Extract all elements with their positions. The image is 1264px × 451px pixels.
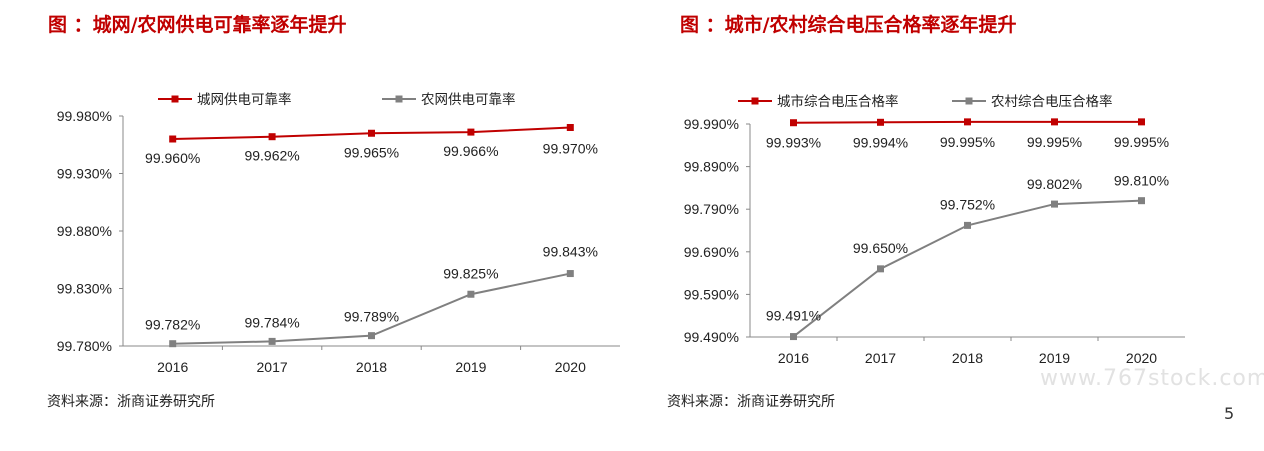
data-label: 99.994% bbox=[853, 134, 908, 150]
legend-label: 城市综合电压合格率 bbox=[777, 93, 899, 109]
data-label: 99.789% bbox=[344, 309, 399, 325]
y-tick-label: 99.690% bbox=[684, 244, 739, 260]
data-label: 99.784% bbox=[244, 314, 299, 330]
x-tick-label: 2019 bbox=[1039, 350, 1070, 366]
data-label: 99.843% bbox=[543, 244, 598, 260]
data-point bbox=[1051, 200, 1058, 208]
data-label: 99.960% bbox=[145, 150, 200, 166]
legend-marker bbox=[965, 97, 973, 105]
data-label: 99.995% bbox=[940, 134, 995, 150]
data-label: 99.782% bbox=[145, 317, 200, 333]
data-label: 99.650% bbox=[853, 240, 908, 256]
legend-marker bbox=[751, 97, 759, 105]
data-point bbox=[169, 135, 177, 143]
data-point bbox=[790, 119, 797, 127]
data-point bbox=[877, 265, 884, 273]
data-label: 99.970% bbox=[543, 141, 598, 157]
x-tick-label: 2020 bbox=[1126, 350, 1157, 366]
data-point bbox=[1138, 197, 1145, 205]
legend-label: 农网供电可靠率 bbox=[421, 91, 516, 107]
data-label: 99.491% bbox=[766, 308, 821, 324]
data-point bbox=[964, 221, 971, 229]
y-tick-label: 99.990% bbox=[684, 116, 739, 132]
data-label: 99.802% bbox=[1027, 176, 1082, 192]
x-tick-label: 2016 bbox=[157, 359, 188, 375]
data-label: 99.995% bbox=[1027, 134, 1082, 150]
data-label: 99.965% bbox=[344, 144, 399, 160]
data-point bbox=[268, 133, 276, 141]
x-tick-label: 2018 bbox=[356, 359, 387, 375]
data-point bbox=[566, 124, 574, 131]
x-tick-label: 2016 bbox=[778, 350, 809, 366]
page-number: 5 bbox=[1224, 404, 1235, 423]
watermark: www.767stock.com bbox=[1040, 366, 1264, 391]
chart-panel-right: 图 ：城市/农村综合电压合格率逐年提升 99.990% 99.890% 99.790… bbox=[632, 0, 1264, 451]
y-tick-label: 99.890% bbox=[684, 159, 739, 175]
y-tick-label: 99.790% bbox=[684, 201, 739, 217]
x-tick-label: 2017 bbox=[865, 350, 896, 366]
series-line bbox=[792, 199, 1142, 338]
y-tick-label: 99.980% bbox=[57, 108, 112, 124]
data-point bbox=[467, 290, 475, 298]
data-label: 99.993% bbox=[766, 135, 821, 151]
data-label: 99.825% bbox=[443, 265, 498, 281]
source-note: 资料来源：浙商证券研究所 bbox=[667, 394, 835, 410]
data-point bbox=[964, 118, 971, 126]
data-point bbox=[1051, 118, 1058, 126]
data-point bbox=[566, 270, 574, 278]
data-point bbox=[467, 128, 475, 136]
y-tick-label: 99.830% bbox=[57, 281, 112, 297]
chart-panel-left: 图 ：城网/农网供电可靠率逐年提升 99.980% 99.930% 99.880% 9… bbox=[47, 14, 620, 410]
data-point bbox=[368, 332, 375, 340]
data-point bbox=[268, 337, 276, 345]
x-tick-label: 2017 bbox=[257, 359, 288, 375]
data-point bbox=[877, 118, 884, 126]
legend-label: 农村综合电压合格率 bbox=[991, 93, 1113, 109]
legend-marker bbox=[171, 95, 179, 103]
y-tick-label: 99.490% bbox=[684, 329, 739, 345]
x-tick-label: 2020 bbox=[555, 359, 586, 375]
data-point bbox=[1138, 118, 1145, 126]
line-chart-reliability: 99.980% 99.930% 99.880% 99.830% 99.780% 2016 2… bbox=[57, 91, 620, 375]
data-label: 99.810% bbox=[1114, 173, 1169, 189]
x-tick-label: 2019 bbox=[455, 359, 486, 375]
data-point bbox=[368, 129, 375, 137]
data-point bbox=[790, 333, 797, 341]
chart-title: 图 ：城网/农网供电可靠率逐年提升 bbox=[48, 14, 347, 36]
y-tick-label: 99.590% bbox=[684, 286, 739, 302]
y-tick-label: 99.780% bbox=[57, 338, 112, 354]
y-tick-label: 99.880% bbox=[57, 223, 112, 239]
y-tick-label: 99.930% bbox=[57, 166, 112, 182]
data-label: 99.752% bbox=[940, 196, 995, 212]
data-label: 99.962% bbox=[244, 148, 299, 164]
data-label: 99.995% bbox=[1114, 134, 1169, 150]
data-label: 99.966% bbox=[443, 143, 498, 159]
line-chart-voltage: 99.990% 99.890% 99.790% 99.690% 99.590% 99.49… bbox=[684, 93, 1185, 366]
legend-marker bbox=[395, 95, 403, 103]
chart-title: 图 ：城市/农村综合电压合格率逐年提升 bbox=[680, 14, 1017, 36]
x-tick-label: 2018 bbox=[952, 350, 983, 366]
data-point bbox=[169, 340, 177, 348]
source-note: 资料来源：浙商证券研究所 bbox=[47, 394, 215, 410]
legend-label: 城网供电可靠率 bbox=[197, 91, 292, 107]
